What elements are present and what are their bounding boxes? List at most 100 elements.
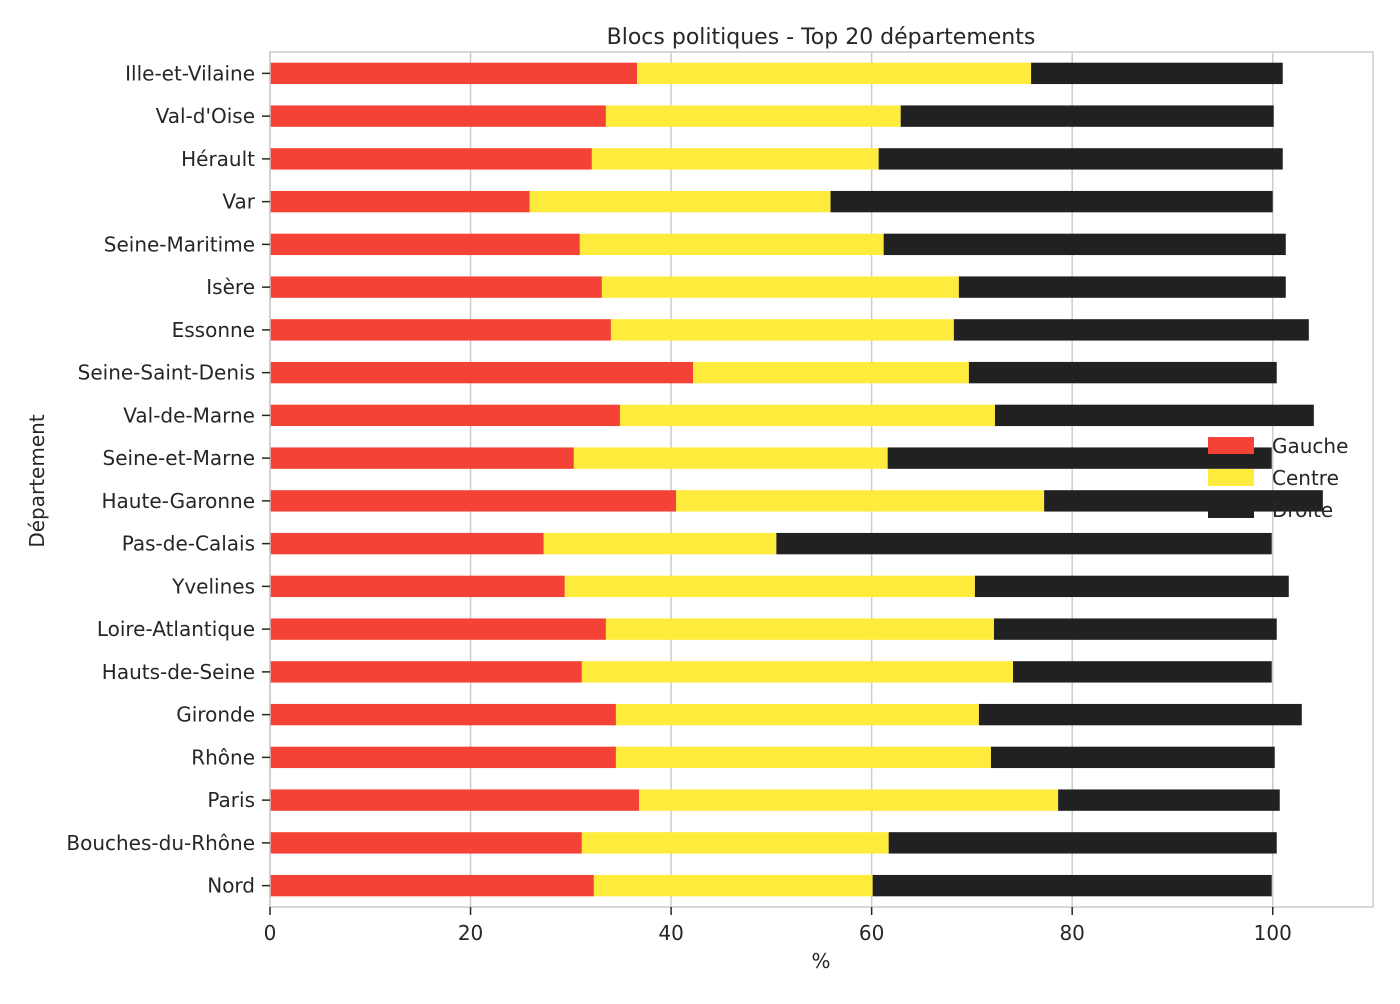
bar-segment-gauche: [270, 361, 694, 384]
bar-segment-droite: [1031, 62, 1283, 85]
bar-segment-gauche: [270, 319, 611, 341]
y-tick-label: Essonne: [172, 318, 255, 342]
bar-segment-centre: [619, 404, 995, 427]
bar-segment-droite: [953, 319, 1309, 341]
bar-segment-centre: [615, 746, 991, 769]
y-tick-label: Bouches-du-Rhône: [66, 831, 255, 855]
bar-segment-centre: [579, 233, 884, 256]
bar-segment-droite: [878, 148, 1283, 170]
bar-segment-centre: [593, 874, 873, 897]
bar-segment-centre: [543, 532, 777, 555]
y-tick-label: Gironde: [176, 703, 255, 727]
bar-segment-gauche: [270, 490, 677, 512]
bar-segment-droite: [978, 703, 1302, 726]
grid-lines: [269, 52, 1274, 907]
y-tick-label: Haute-Garonne: [102, 489, 256, 513]
bar-segment-centre: [581, 832, 889, 854]
bar-segment-droite: [993, 618, 1277, 640]
bar-segment-gauche: [270, 233, 580, 256]
bar-segment-centre: [581, 661, 1014, 683]
y-axis-label: Département: [25, 414, 49, 547]
bar-segment-droite: [888, 832, 1277, 854]
y-tick-label: Ille-et-Vilaine: [125, 61, 255, 85]
bar-segment-centre: [591, 148, 879, 170]
y-tick-label: Rhône: [191, 745, 255, 769]
y-tick-label: Val-d'Oise: [156, 104, 255, 128]
x-axis: 0 20 40 60 80 100: [264, 907, 1292, 945]
y-tick-label: Yvelines: [171, 574, 255, 598]
bar-segment-gauche: [270, 575, 565, 598]
y-tick-label: Seine-Saint-Denis: [78, 361, 255, 385]
bar-segment-centre: [601, 276, 959, 298]
bar-segment-centre: [615, 703, 979, 726]
legend-label-droite: Droite: [1272, 498, 1333, 522]
bar-segment-gauche: [270, 789, 640, 811]
x-tick-label: 0: [264, 921, 277, 945]
y-tick-label: Seine-et-Marne: [103, 446, 255, 470]
bar-segment-centre: [605, 618, 994, 640]
bar-segment-droite: [872, 874, 1272, 897]
bar-segment-droite: [974, 575, 1289, 598]
legend-label-gauche: Gauche: [1272, 434, 1348, 458]
y-tick-label: Pas-de-Calais: [122, 532, 255, 556]
bar-segment-gauche: [270, 661, 582, 683]
bar-segment-droite: [900, 105, 1274, 127]
x-tick-label: 100: [1254, 921, 1292, 945]
y-tick-label: Hérault: [181, 147, 255, 171]
bar-segment-centre: [693, 361, 969, 384]
bar-segment-gauche: [270, 832, 582, 854]
bar-segment-droite: [883, 233, 1286, 256]
bar-segment-gauche: [270, 404, 620, 427]
bar-segment-gauche: [270, 532, 544, 555]
legend-label-centre: Centre: [1272, 466, 1339, 490]
y-tick-label: Loire-Atlantique: [97, 617, 255, 641]
bar-segment-centre: [529, 190, 831, 213]
bar-segment-centre: [610, 319, 954, 341]
bar-segment-centre: [564, 575, 975, 598]
legend: Gauche Centre Droite: [1208, 434, 1348, 522]
bar-segment-gauche: [270, 148, 592, 170]
bar-segment-centre: [639, 789, 1059, 811]
bar-segment-gauche: [270, 618, 606, 640]
x-tick-label: 60: [859, 921, 884, 945]
bar-segment-droite: [958, 276, 1286, 298]
y-tick-label: Nord: [207, 874, 255, 898]
bar-segment-droite: [776, 532, 1272, 555]
bar-segment-droite: [830, 190, 1273, 213]
chart-title: Blocs politiques - Top 20 départements: [607, 25, 1036, 50]
legend-swatch-gauche: [1208, 437, 1254, 454]
bar-segment-gauche: [270, 874, 594, 897]
bar-segment-gauche: [270, 746, 616, 769]
bar-segment-droite: [1058, 789, 1280, 811]
plot-frame: [269, 51, 1374, 908]
bar-segment-gauche: [270, 62, 637, 85]
bar-segment-droite: [887, 447, 1272, 469]
bar-segment-gauche: [270, 190, 530, 213]
y-tick-label: Hauts-de-Seine: [102, 660, 255, 684]
y-tick-label: Paris: [207, 788, 255, 812]
bar-segment-gauche: [270, 703, 616, 726]
bars: [270, 62, 1323, 897]
bar-segment-droite: [994, 404, 1314, 427]
legend-swatch-centre: [1208, 469, 1254, 486]
bar-segment-gauche: [270, 447, 574, 469]
y-axis: Ille-et-Vilaine Val-d'Oise Hérault Var Seine…: [66, 61, 270, 898]
x-axis-label: %: [811, 949, 830, 973]
bar-segment-centre: [636, 62, 1032, 85]
y-tick-label: Isère: [206, 275, 255, 299]
bar-segment-centre: [573, 447, 888, 469]
bar-segment-droite: [1013, 661, 1272, 683]
bar-segment-gauche: [270, 276, 602, 298]
y-tick-label: Val-de-Marne: [123, 403, 255, 427]
y-tick-label: Var: [222, 190, 255, 214]
y-tick-label: Seine-Maritime: [104, 232, 255, 256]
bar-segment-centre: [605, 105, 901, 127]
bar-segment-centre: [676, 490, 1045, 512]
legend-swatch-droite: [1208, 501, 1254, 518]
bar-segment-droite: [990, 746, 1275, 769]
bar-segment-droite: [968, 361, 1277, 384]
x-tick-label: 20: [458, 921, 483, 945]
x-tick-label: 80: [1059, 921, 1084, 945]
